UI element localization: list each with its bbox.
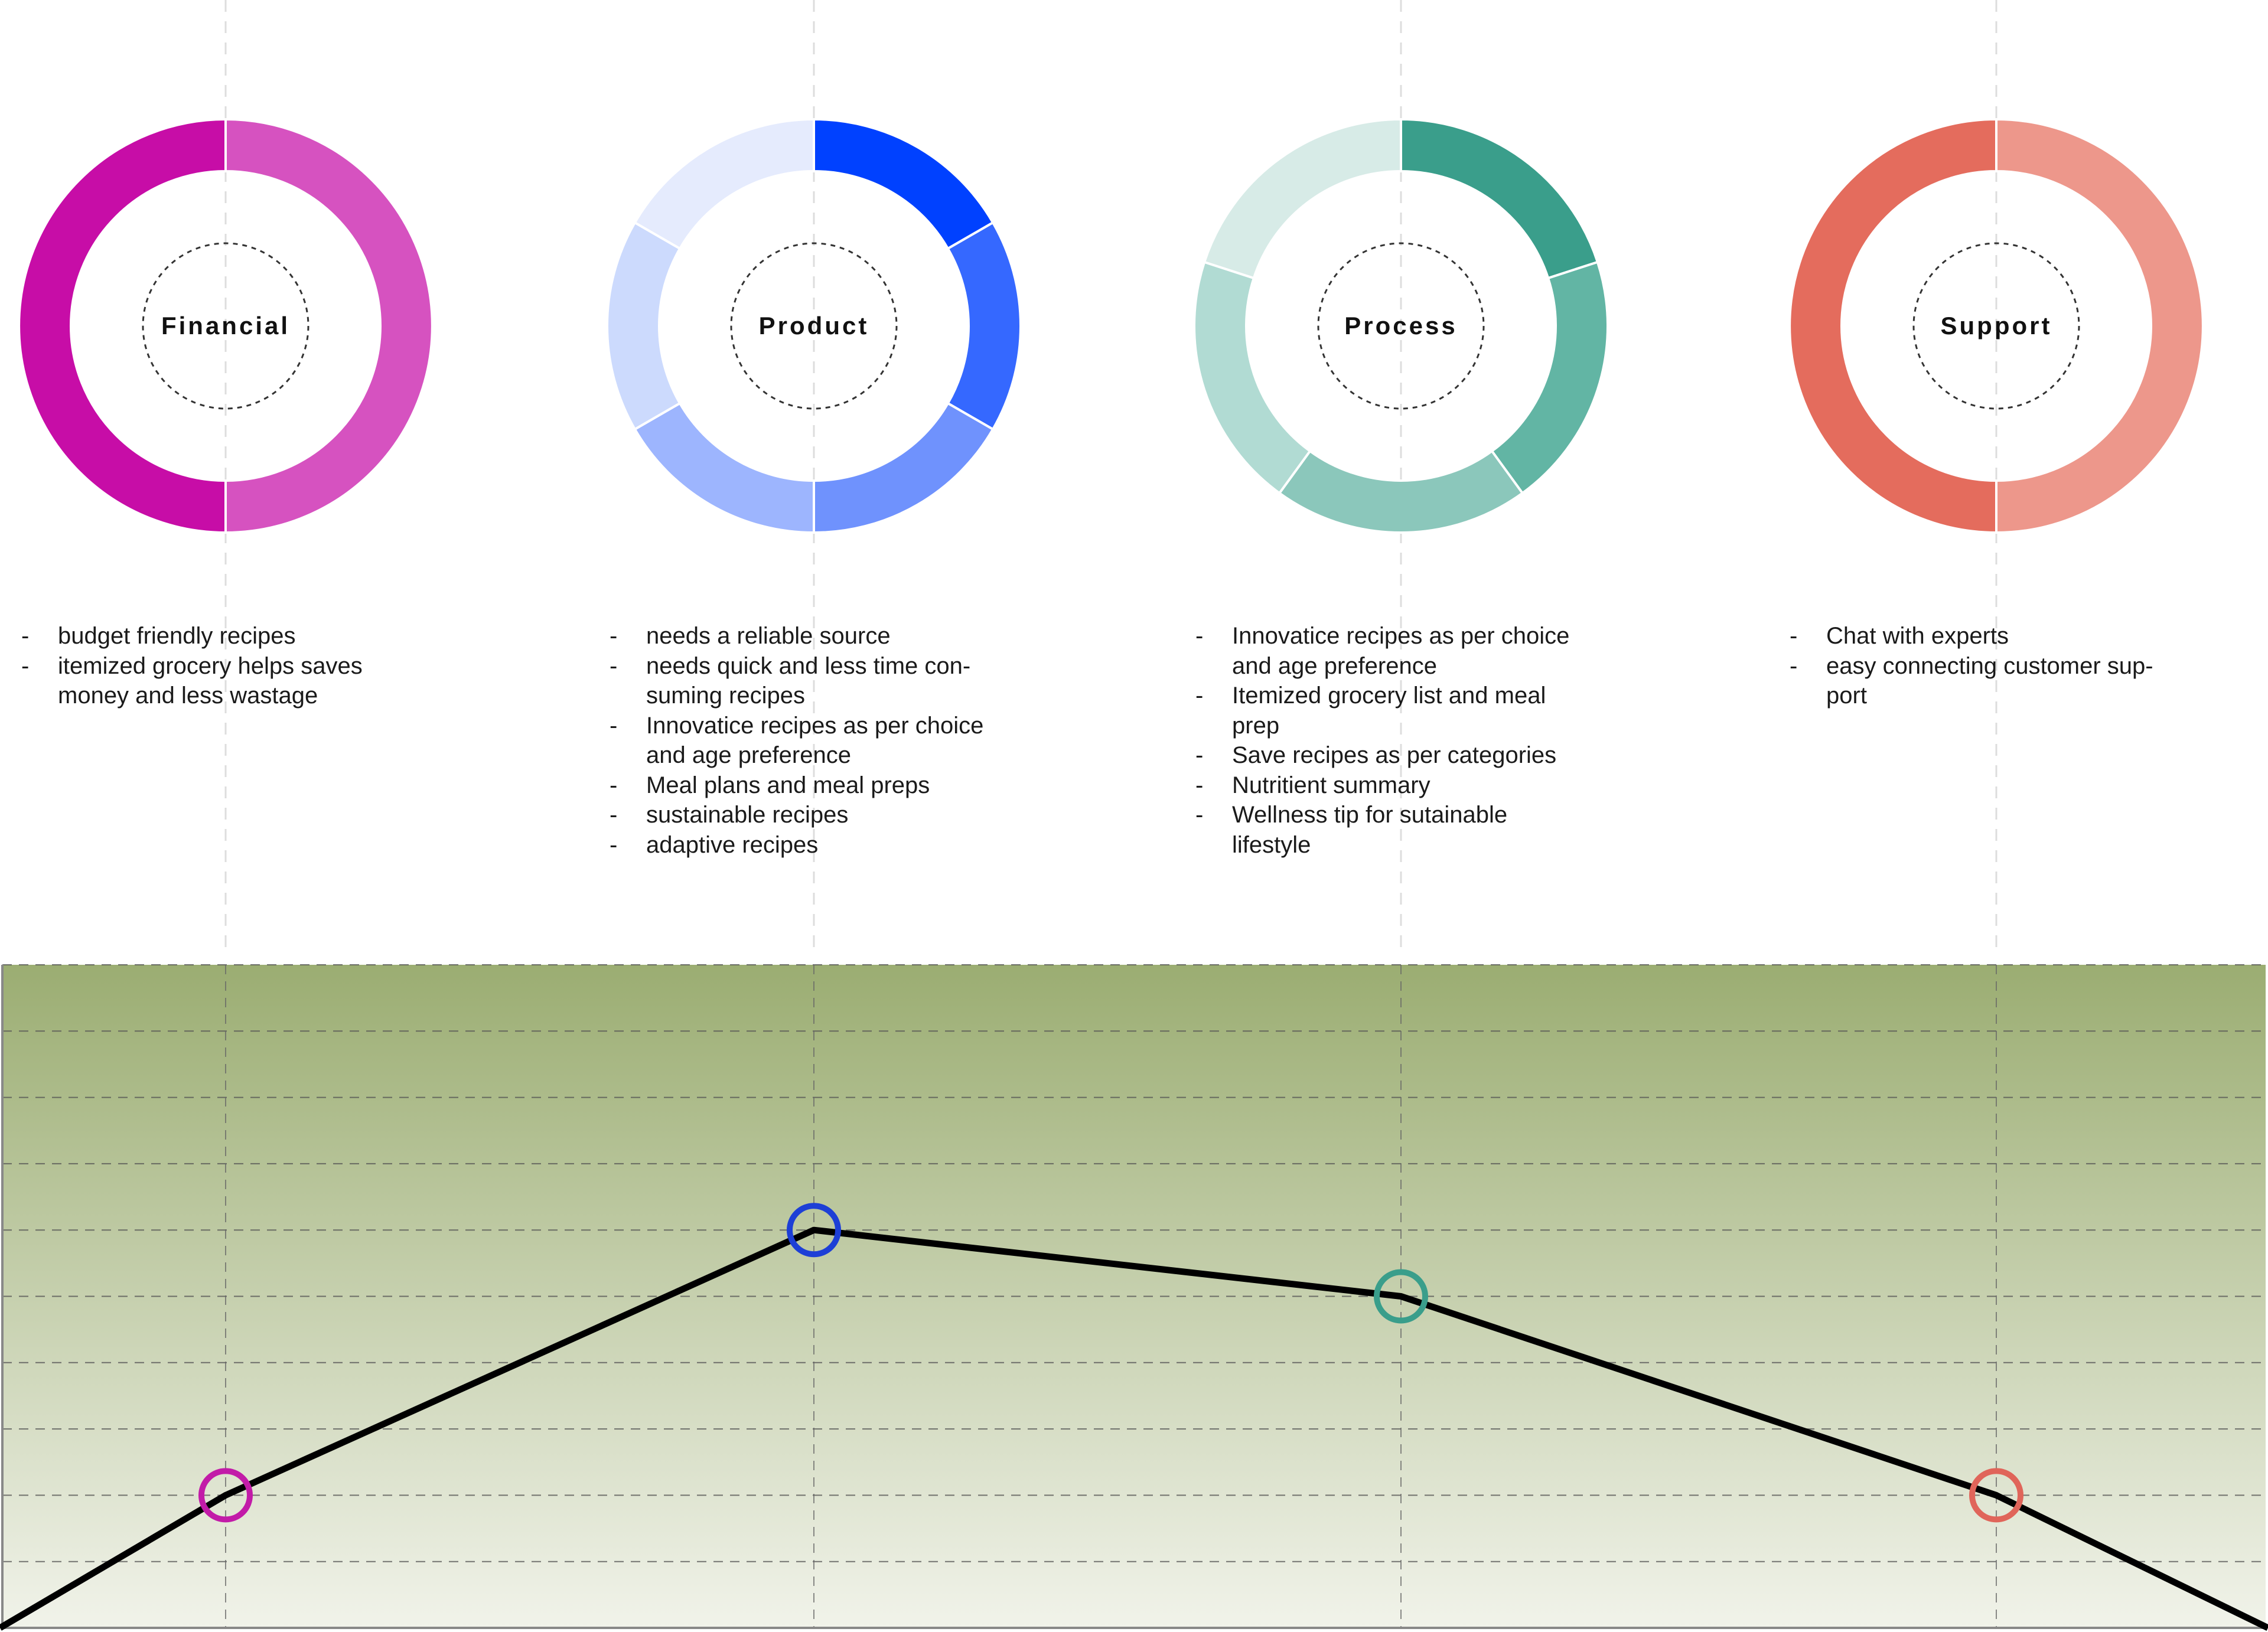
donut-segment (18, 117, 227, 534)
donut-segment (1203, 117, 1402, 280)
stage-label: Financial (161, 312, 290, 340)
financial-list: budget friendly recipes itemized grocery… (21, 621, 553, 711)
list-item: needs quick and less time con- suming re… (610, 651, 1153, 711)
donut-segment (1490, 260, 1609, 495)
list-item: itemized grocery helps saves money and l… (21, 651, 553, 711)
score-line (0, 1226, 2268, 1631)
point-marker (1969, 1468, 2023, 1523)
donut-financial: Financial (18, 117, 434, 534)
dashed-center-circle (1912, 242, 2080, 410)
point-marker (787, 1203, 841, 1258)
list-item: needs a reliable source (610, 621, 1153, 651)
score-chart (0, 964, 2268, 1631)
process-list: Innovatice recipes as per choice and age… (1195, 621, 1739, 860)
donut-segment (1400, 117, 1599, 280)
donut-segment (224, 117, 434, 534)
list-item: Meal plans and meal preps (610, 771, 1153, 801)
list-item: budget friendly recipes (21, 621, 553, 651)
dashed-center-circle (730, 242, 898, 410)
list-item: easy connecting customer sup- port (1790, 651, 2250, 711)
product-list: needs a reliable source needs quick and … (610, 621, 1153, 860)
point-marker (198, 1468, 253, 1523)
stage-label: Support (1941, 312, 2052, 340)
list-item: Save recipes as per categories (1195, 740, 1739, 771)
donut-segment (633, 117, 815, 250)
point-marker (1374, 1269, 1428, 1324)
list-item: Chat with experts (1790, 621, 2250, 651)
donut-segment (1788, 117, 1997, 534)
list-item: Nutritient summary (1195, 771, 1739, 801)
donut-segment (813, 402, 995, 534)
stage-rings: Financial Product Process Support (18, 117, 2204, 534)
donut-segment (1278, 449, 1524, 534)
list-item: sustainable recipes (610, 800, 1153, 830)
support-list: Chat with experts easy connecting custom… (1790, 621, 2250, 711)
stage-label: Process (1344, 312, 1457, 340)
donut-product: Product (605, 117, 1022, 534)
list-item: Wellness tip for sutainable lifestyle (1195, 800, 1739, 860)
list-item: Innovatice recipes as per choice and age… (1195, 621, 1739, 681)
donut-segment (813, 117, 995, 250)
donut-segment (1995, 117, 2204, 534)
donut-process: Process (1193, 117, 1609, 534)
donut-support: Support (1788, 117, 2204, 534)
dashed-center-circle (1317, 242, 1485, 410)
list-item: adaptive recipes (610, 830, 1153, 860)
donut-segment (1193, 260, 1312, 495)
list-item: Innovatice recipes as per choice and age… (610, 711, 1153, 771)
stage-label: Product (759, 312, 869, 340)
donut-segment (946, 221, 1022, 431)
dashed-center-circle (142, 242, 309, 410)
list-item: Itemized grocery list and meal prep (1195, 681, 1739, 740)
donut-segment (605, 221, 682, 431)
donut-segment (633, 402, 815, 534)
